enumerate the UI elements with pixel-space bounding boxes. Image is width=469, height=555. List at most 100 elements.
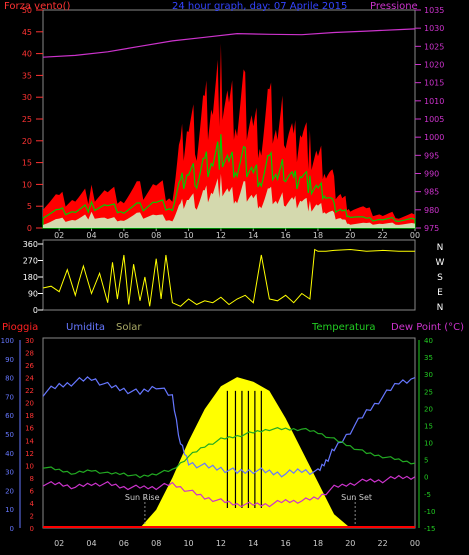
temperature-tick-label: 0 <box>424 474 428 482</box>
compass-label: S <box>437 273 443 283</box>
rain-tick-label: 18 <box>25 412 34 420</box>
humidity-tick-label: 80 <box>5 375 14 383</box>
time-tick-label: 06 <box>119 539 129 548</box>
pressure-tick-label: 975 <box>424 224 439 233</box>
temperature-tick-label: 20 <box>424 405 433 413</box>
time-tick-label: 20 <box>345 231 355 240</box>
temperature-axis-title: Temperatura <box>311 322 376 333</box>
time-tick-label: 22 <box>378 539 388 548</box>
humidity-tick-label: 60 <box>5 412 14 420</box>
pressure-tick-label: 990 <box>424 170 439 179</box>
wind-tick-label: 25 <box>22 115 32 124</box>
time-tick-label: 08 <box>151 231 161 240</box>
humidity-axis-title: Umidita <box>66 322 105 333</box>
rain-tick-label: 8 <box>30 475 34 483</box>
pressure-tick-label: 995 <box>424 151 439 160</box>
pressure-tick-label: 1030 <box>424 24 444 33</box>
time-tick-label: 10 <box>183 231 193 240</box>
direction-tick-label: 90 <box>28 290 38 299</box>
time-tick-label: 06 <box>119 231 129 240</box>
wind-tick-label: 10 <box>22 180 32 189</box>
time-tick-label: 18 <box>313 539 323 548</box>
direction-panel-frame <box>42 239 416 311</box>
time-tick-label: 02 <box>54 539 64 548</box>
rain-tick-label: 12 <box>25 450 34 458</box>
wind-series-group: 0510152025303540455097598098599099510001… <box>22 6 445 240</box>
temperature-line <box>42 427 416 479</box>
humidity-tick-label: 10 <box>5 506 14 514</box>
humidity-line <box>42 376 416 478</box>
time-tick-label: 12 <box>216 539 226 548</box>
pressure-tick-label: 1005 <box>424 115 444 124</box>
compass-label: N <box>437 303 444 313</box>
lower-series-group: 0102030405060708090100024681012141618202… <box>1 337 436 548</box>
temperature-tick-label: 25 <box>424 388 433 396</box>
temperature-tick-label: -10 <box>424 508 435 516</box>
temperature-tick-label: 30 <box>424 371 433 379</box>
direction-tick-label: 180 <box>23 273 38 282</box>
wind-tick-label: 35 <box>22 71 32 80</box>
dewpoint-line <box>42 474 416 508</box>
solar-axis-title: Solar <box>116 322 142 333</box>
humidity-tick-label: 0 <box>10 525 14 533</box>
wind-average-line <box>42 134 416 229</box>
pressure-tick-label: 1020 <box>424 61 444 70</box>
time-tick-label: 10 <box>183 539 193 548</box>
pressure-tick-label: 1010 <box>424 97 444 106</box>
temperature-tick-label: 15 <box>424 422 433 430</box>
rain-tick-label: 0 <box>30 525 34 533</box>
direction-tick-label: 0 <box>33 306 38 315</box>
pressure-line <box>42 28 416 58</box>
wind-tick-label: 20 <box>22 137 32 146</box>
wind-tick-label: 40 <box>22 50 32 59</box>
time-tick-label: 16 <box>281 231 291 240</box>
time-tick-label: 00 <box>410 231 420 240</box>
humidity-tick-label: 20 <box>5 487 14 495</box>
rain-tick-label: 20 <box>25 400 34 408</box>
wind-tick-label: 50 <box>22 6 32 15</box>
time-tick-label: 02 <box>54 231 64 240</box>
rain-tick-label: 4 <box>30 500 35 508</box>
humidity-temperature-panel: Pioggia Umidita Solar Temperatura Dew Po… <box>1 322 464 548</box>
dewpoint-axis-title: Dew Point (°C) <box>391 322 464 333</box>
wind-gust-area <box>43 43 415 229</box>
compass-label: E <box>437 288 443 298</box>
compass-label: W <box>436 258 445 268</box>
rain-tick-label: 2 <box>30 512 34 520</box>
rain-tick-label: 24 <box>25 375 34 383</box>
temperature-tick-label: 10 <box>424 440 433 448</box>
rain-axis-title: Pioggia <box>2 322 38 333</box>
time-tick-label: 20 <box>345 539 355 548</box>
wind-tick-label: 0 <box>27 224 32 233</box>
sunset-label: Sun Set <box>341 493 372 502</box>
time-tick-label: 12 <box>216 231 226 240</box>
rain-tick-label: 14 <box>25 437 34 445</box>
direction-tick-label: 270 <box>23 257 38 266</box>
temperature-tick-label: 40 <box>424 337 433 345</box>
wind-direction-line <box>42 248 415 307</box>
pressure-tick-label: 980 <box>424 206 439 215</box>
rain-tick-label: 30 <box>25 337 34 345</box>
pressure-tick-label: 1025 <box>424 42 444 51</box>
temperature-tick-label: 35 <box>424 354 433 362</box>
temperature-tick-label: -5 <box>424 491 431 499</box>
humidity-tick-label: 100 <box>1 337 14 345</box>
rain-tick-label: 6 <box>30 487 35 495</box>
wind-tick-label: 5 <box>27 202 32 211</box>
rain-tick-label: 22 <box>25 387 34 395</box>
pressure-tick-label: 1015 <box>424 79 444 88</box>
sunrise-label: Sun Rise <box>125 493 160 502</box>
humidity-tick-label: 70 <box>5 393 14 401</box>
rain-tick-label: 28 <box>25 350 34 358</box>
time-tick-label: 16 <box>281 539 291 548</box>
time-tick-label: 04 <box>86 539 96 548</box>
direction-tick-label: 360 <box>23 240 38 249</box>
humidity-tick-label: 50 <box>5 431 14 439</box>
pressure-tick-label: 1000 <box>424 133 444 142</box>
time-tick-label: 14 <box>248 539 258 548</box>
time-tick-label: 04 <box>86 231 96 240</box>
wind-minimum-area <box>43 173 415 228</box>
